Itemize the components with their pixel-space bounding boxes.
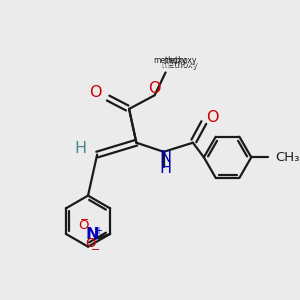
Text: O: O xyxy=(85,237,95,250)
Text: CH₃: CH₃ xyxy=(275,151,299,164)
Text: −: − xyxy=(91,245,100,255)
Text: O: O xyxy=(89,85,102,100)
Text: methoxy: methoxy xyxy=(153,56,186,65)
Text: O: O xyxy=(148,81,161,96)
Text: N: N xyxy=(160,150,172,165)
Text: methoxy: methoxy xyxy=(161,61,198,70)
Text: methoxy: methoxy xyxy=(164,56,197,65)
Text: methoxy: methoxy xyxy=(158,60,198,69)
Text: −: − xyxy=(80,215,89,225)
Text: O: O xyxy=(78,219,89,232)
Text: +: + xyxy=(94,226,102,236)
Text: methyl: methyl xyxy=(170,60,175,61)
Text: O: O xyxy=(206,110,218,125)
Text: H: H xyxy=(75,141,87,156)
Text: H: H xyxy=(160,161,172,176)
Text: N: N xyxy=(85,227,99,242)
